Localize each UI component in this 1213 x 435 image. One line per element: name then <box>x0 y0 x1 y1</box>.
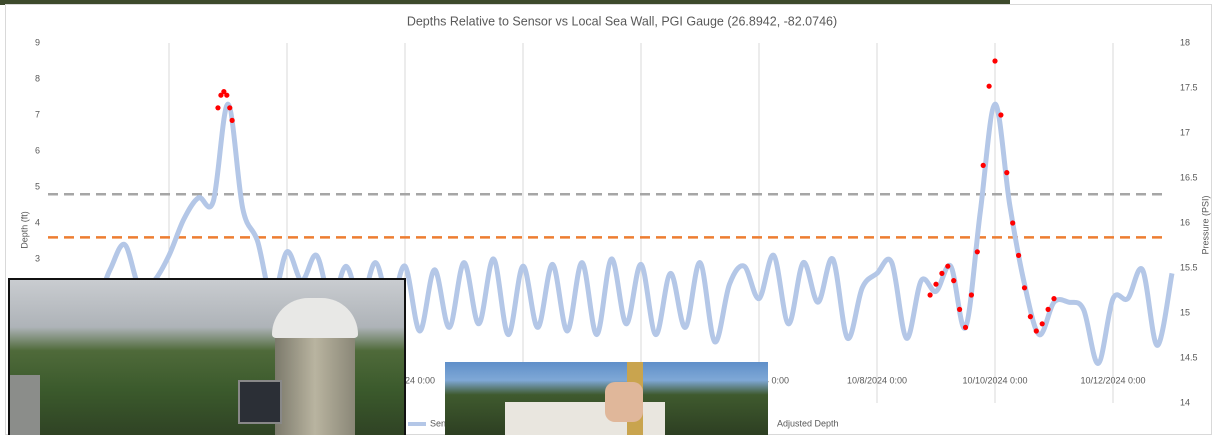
y2-tick-label: 14.5 <box>1180 352 1198 362</box>
data-point <box>998 112 1004 118</box>
data-point <box>1039 321 1045 327</box>
post <box>275 320 355 435</box>
y-tick-label: 4 <box>35 217 40 227</box>
data-point <box>218 92 224 98</box>
data-point <box>1021 285 1028 291</box>
data-point <box>1045 306 1051 312</box>
series-line <box>63 101 1175 366</box>
photo-ruler <box>445 362 768 435</box>
hand <box>605 382 643 422</box>
y2-axis-title: Pressure (PSI) <box>1200 195 1210 254</box>
data-point <box>227 105 233 111</box>
chart-title: Depths Relative to Sensor vs Local Sea W… <box>407 14 837 28</box>
data-point <box>1016 252 1022 258</box>
data-point <box>986 83 992 89</box>
data-point <box>980 162 986 168</box>
data-point <box>1010 220 1016 226</box>
x-tick-label: 10/10/2024 0:00 <box>962 375 1027 385</box>
y2-tick-label: 17.5 <box>1180 82 1198 92</box>
y2-tick-label: 14 <box>1180 397 1190 407</box>
sensor-cap <box>272 298 358 338</box>
y-tick-label: 6 <box>35 145 40 155</box>
data-point <box>215 105 221 111</box>
y-tick-label: 8 <box>35 73 40 83</box>
x-tick-label: 10/12/2024 0:00 <box>1080 375 1145 385</box>
data-point <box>1027 314 1033 320</box>
y-tick-label: 7 <box>35 109 40 119</box>
data-point <box>933 281 939 287</box>
data-point <box>224 92 230 98</box>
data-point <box>974 249 980 255</box>
y2-tick-label: 16 <box>1180 217 1190 227</box>
data-point <box>962 324 969 330</box>
data-point <box>229 117 235 123</box>
data-point <box>1051 296 1057 302</box>
y2-tick-label: 18 <box>1180 37 1190 47</box>
post-left <box>10 375 40 435</box>
y2-tick-label: 15 <box>1180 307 1190 317</box>
legend-label: Adjusted Depth <box>777 418 839 428</box>
data-point <box>927 292 933 298</box>
data-point <box>957 306 963 312</box>
data-point <box>951 278 957 284</box>
data-point <box>1004 170 1010 176</box>
y2-tick-label: 17 <box>1180 127 1190 137</box>
y-tick-label: 9 <box>35 37 40 47</box>
y-axis-title: Depth (ft) <box>19 211 29 249</box>
data-point <box>1033 328 1039 334</box>
x-tick-label: 10/8/2024 0:00 <box>847 375 907 385</box>
data-point <box>945 263 951 269</box>
data-point <box>221 89 227 95</box>
data-point <box>939 270 945 276</box>
data-point <box>992 58 998 64</box>
y2-tick-label: 15.5 <box>1180 262 1198 272</box>
y-tick-label: 5 <box>35 181 40 191</box>
top-image-strip <box>0 0 1010 5</box>
data-point <box>968 292 975 298</box>
y2-tick-label: 16.5 <box>1180 172 1198 182</box>
solar-panel <box>238 380 282 424</box>
photo-sensor-post <box>8 278 406 435</box>
y-tick-label: 3 <box>35 253 40 263</box>
